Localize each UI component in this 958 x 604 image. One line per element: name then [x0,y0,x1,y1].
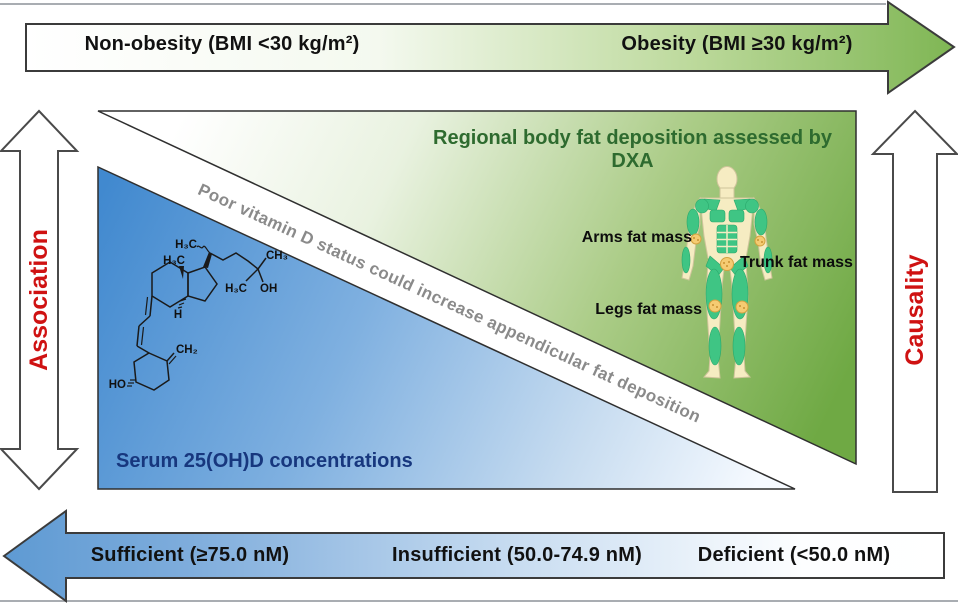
association-arrow [0,109,80,491]
molecule-label-h: H [174,309,182,321]
wedge-bond [179,266,184,279]
fat-spot-dots [693,237,763,309]
bmi-axis-arrow [25,0,956,95]
body-figure [681,166,773,379]
serum-triangle [97,165,796,490]
vitamin-d-molecule: H₃C H₃C CH₃ H₃C OH H CH₂ HO [109,239,288,391]
arms-fat-mass-label: Arms fat mass [581,229,692,246]
molecule-label-h3c-angular: H₃C [163,255,185,267]
body-ab-lines [717,225,737,253]
wavy-bond [196,245,211,254]
molecule-label-ch3: CH₃ [266,250,288,262]
body-neck [719,187,735,199]
molecule-label-ho: HO [109,379,126,391]
obesity-label: Obesity (BMI ≥30 kg/m²) [621,33,853,55]
serum-label: Serum 25(OH)D concentrations [116,450,413,472]
association-label: Association [25,229,53,371]
dxa-title: Regional body fat deposition assessed by… [433,127,832,172]
non-obesity-label: Non-obesity (BMI <30 kg/m²) [84,33,360,55]
trunk-fat-mass-label: Trunk fat mass [740,254,853,271]
sufficient-label: Sufficient (≥75.0 nM) [90,544,290,566]
deficient-label: Deficient (<50.0 nM) [697,544,891,566]
insufficient-label: Insufficient (50.0-74.9 nM) [392,544,642,566]
wedge-bond-2 [203,252,212,268]
fat-deposition-triangle [97,110,857,466]
legs-fat-mass-label: Legs fat mass [595,301,702,318]
hash-bond-h [177,298,187,309]
causality-label: Causality [901,254,929,366]
vitamin-d-axis-arrow [2,509,945,603]
side-chain [209,252,259,270]
molecule-label-ch2: CH₂ [176,344,198,356]
molecule-label-oh: OH [260,283,277,295]
molecule-label-h3c-gem: H₃C [225,283,247,295]
hash-bond-ho [127,379,136,387]
molecule-pentagon [187,266,218,302]
causality-arrow [870,109,958,493]
fat-spots [690,233,766,314]
molecule-label-h3c-side: H₃C [175,239,197,251]
